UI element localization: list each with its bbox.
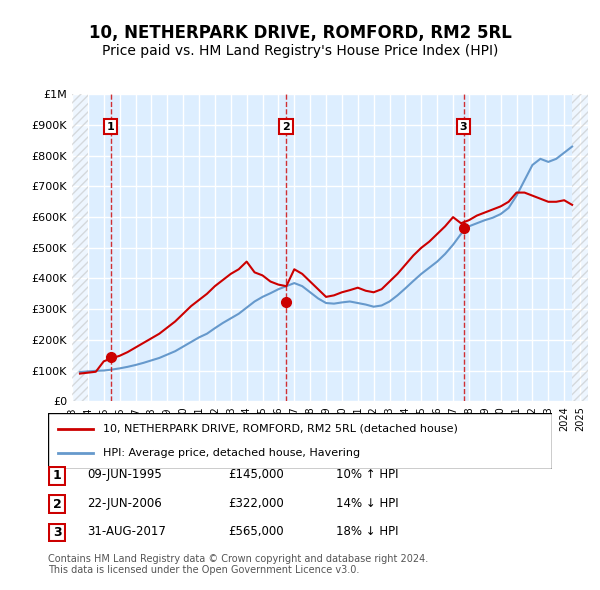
Text: £565,000: £565,000 (228, 525, 284, 538)
Text: Contains HM Land Registry data © Crown copyright and database right 2024.
This d: Contains HM Land Registry data © Crown c… (48, 553, 428, 575)
Text: 14% ↓ HPI: 14% ↓ HPI (336, 497, 398, 510)
Text: 2: 2 (53, 497, 61, 511)
Text: 18% ↓ HPI: 18% ↓ HPI (336, 525, 398, 538)
Text: 10% ↑ HPI: 10% ↑ HPI (336, 468, 398, 481)
Text: £145,000: £145,000 (228, 468, 284, 481)
Text: 10, NETHERPARK DRIVE, ROMFORD, RM2 5RL (detached house): 10, NETHERPARK DRIVE, ROMFORD, RM2 5RL (… (103, 424, 458, 434)
Text: 1: 1 (107, 122, 115, 132)
Text: 10, NETHERPARK DRIVE, ROMFORD, RM2 5RL: 10, NETHERPARK DRIVE, ROMFORD, RM2 5RL (89, 24, 511, 42)
Bar (72, 94, 88, 401)
Text: HPI: Average price, detached house, Havering: HPI: Average price, detached house, Have… (103, 448, 361, 458)
Text: 31-AUG-2017: 31-AUG-2017 (87, 525, 166, 538)
Text: 22-JUN-2006: 22-JUN-2006 (87, 497, 162, 510)
Text: Price paid vs. HM Land Registry's House Price Index (HPI): Price paid vs. HM Land Registry's House … (102, 44, 498, 58)
Text: 09-JUN-1995: 09-JUN-1995 (87, 468, 162, 481)
Text: 2: 2 (282, 122, 290, 132)
Text: 3: 3 (460, 122, 467, 132)
Text: 1: 1 (53, 469, 61, 483)
Text: 3: 3 (53, 526, 61, 539)
Bar (572, 94, 588, 401)
Text: £322,000: £322,000 (228, 497, 284, 510)
